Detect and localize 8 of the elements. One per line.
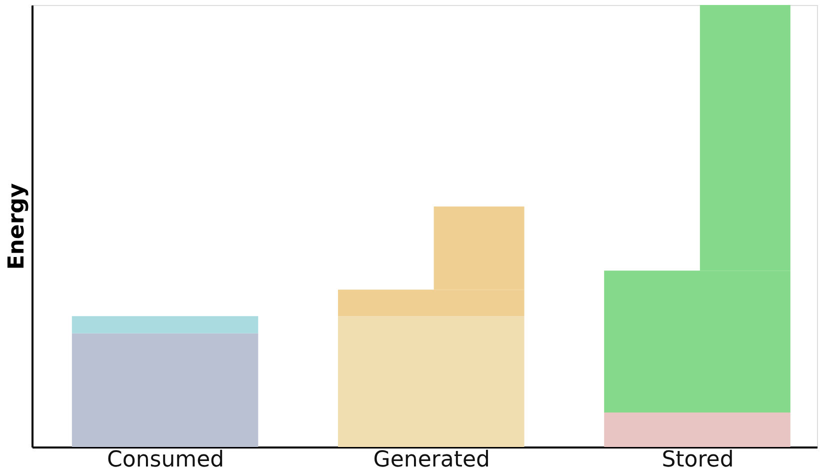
- x-tick-label: Stored: [662, 448, 734, 472]
- bar: [72, 316, 258, 334]
- x-tick-label: Generated: [373, 448, 490, 472]
- x-tick-label: Consumed: [106, 448, 224, 472]
- bar: [72, 333, 258, 447]
- y-axis-title: Energy: [4, 183, 30, 270]
- bar: [338, 316, 524, 447]
- bar: [604, 412, 790, 447]
